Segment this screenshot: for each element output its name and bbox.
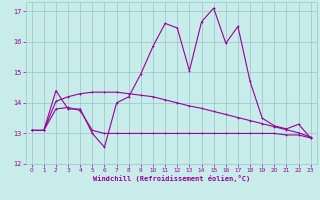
X-axis label: Windchill (Refroidissement éolien,°C): Windchill (Refroidissement éolien,°C) [92, 175, 250, 182]
